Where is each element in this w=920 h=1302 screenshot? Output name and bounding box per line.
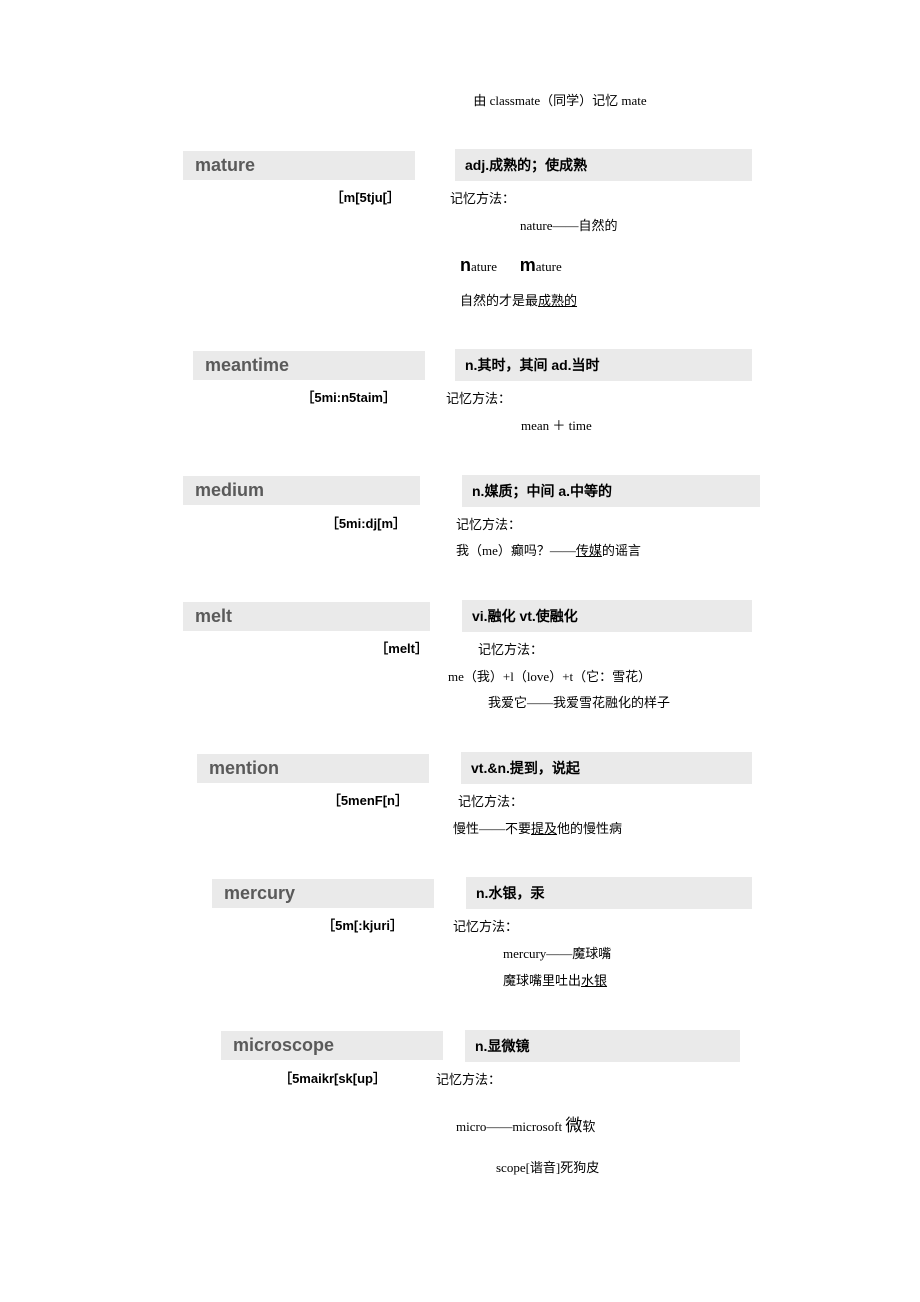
entry-header: mature adj.成熟的；使成熟 — [183, 149, 752, 181]
memory-underline: 提及 — [531, 821, 557, 836]
word-heading: mention — [197, 754, 429, 783]
memory-line: 魔球嘴里吐出水银 — [503, 969, 611, 994]
memory-text: 魔球嘴里吐出 — [503, 973, 581, 988]
vocab-entry: microscope n.显微镜 ［5maikr[sk[up］ 记忆方法： micro—… — [0, 1030, 920, 1182]
pronunciation-row: ［5maikr[sk[up］ 记忆方法： micro——microsoft 微软 sc… — [246, 1068, 920, 1182]
pronunciation-text: ［m[5tju[］ — [260, 187, 400, 313]
memory-line: scope[谐音]死狗皮 — [496, 1156, 599, 1181]
definition-text: n.媒质；中间 a.中等的 — [462, 475, 760, 507]
memory-line: 慢性——不要提及他的慢性病 — [453, 817, 622, 842]
vocab-entry: mediumn.媒质；中间 a.中等的［5mi:dj[m］记忆方法：我（me）癫… — [0, 475, 920, 564]
nature-mature-line: nature mature — [450, 248, 617, 282]
entry-header: mention vt.&n.提到，说起 — [197, 752, 752, 784]
vocab-entry: mentionvt.&n.提到，说起［5menF[n］记忆方法：慢性——不要提及… — [0, 752, 920, 841]
memory-label: 记忆方法： — [436, 1068, 599, 1093]
pronunciation-text: ［5m[:kjuri］ — [263, 915, 403, 993]
spacer — [497, 259, 520, 274]
word-heading: meantime — [193, 351, 425, 380]
page-container: 由 classmate（同学）记忆 mate matureadj.成熟的；使成熟… — [0, 0, 920, 1257]
word-heading: microscope — [221, 1031, 443, 1060]
definition-text: vt.&n.提到，说起 — [461, 752, 752, 784]
memory-label: 记忆方法： — [453, 915, 611, 940]
pronunciation-text: ［5mi:dj[m］ — [266, 513, 406, 564]
memory-line: mercury——魔球嘴 — [503, 942, 611, 967]
vocab-entry: meantimen.其时，其间 ad.当时［5mi:n5taim］记忆方法：me… — [0, 349, 920, 438]
memory-text: 慢性——不要 — [453, 821, 531, 836]
memory-block: 记忆方法：nature——自然的nature mature自然的才是最成熟的 — [400, 187, 617, 313]
memory-label: 记忆方法： — [446, 387, 592, 412]
word-heading: melt — [183, 602, 430, 631]
memory-block: 记忆方法：me（我）+l（love）+t（它：雪花）我爱它——我爱雪花融化的样子 — [428, 638, 670, 716]
entry-header: microscope n.显微镜 — [221, 1030, 740, 1062]
memory-big-char: 微 — [565, 1116, 582, 1135]
big-letter: n — [460, 255, 471, 275]
memory-conclusion: 自然的才是最成熟的 — [460, 289, 617, 314]
entry-header: melt vi.融化 vt.使融化 — [183, 600, 752, 632]
entries-list: matureadj.成熟的；使成熟［m[5tju[］记忆方法：nature——自… — [0, 149, 920, 1181]
entry-header: medium n.媒质；中间 a.中等的 — [183, 475, 760, 507]
intro-text: 由 classmate（同学）记忆 mate — [0, 90, 920, 109]
vocab-entry: mercuryn.水银，汞［5m[:kjuri］记忆方法：mercury——魔球… — [0, 877, 920, 993]
entry-header: mercury n.水银，汞 — [212, 877, 752, 909]
pronunciation-row: ［5mi:n5taim］记忆方法：mean ＋ time — [256, 387, 920, 438]
memory-underline: 水银 — [581, 973, 607, 988]
memory-text: 的谣言 — [602, 543, 641, 558]
vocab-entry: meltvi.融化 vt.使融化［melt］记忆方法：me（我）+l（love）… — [0, 600, 920, 716]
definition-text: vi.融化 vt.使融化 — [462, 600, 752, 632]
big-letter: m — [520, 255, 536, 275]
memory-block: 记忆方法：mercury——魔球嘴魔球嘴里吐出水银 — [403, 915, 611, 993]
pronunciation-row: ［5mi:dj[m］记忆方法：我（me）癫吗？——传媒的谣言 — [266, 513, 920, 564]
pronunciation-row: ［5m[:kjuri］记忆方法：mercury——魔球嘴魔球嘴里吐出水银 — [263, 915, 920, 993]
memory-line: mean ＋ time — [521, 414, 592, 439]
definition-text: n.其时，其间 ad.当时 — [455, 349, 752, 381]
definition-text: adj.成熟的；使成熟 — [455, 149, 752, 181]
pronunciation-text: ［5maikr[sk[up］ — [246, 1068, 386, 1182]
memory-line: nature——自然的 — [520, 214, 617, 239]
memory-block: 记忆方法： micro——microsoft 微软 scope[谐音]死狗皮 — [386, 1068, 599, 1182]
memory-label: 记忆方法： — [456, 513, 641, 538]
memory-block: 记忆方法：mean ＋ time — [396, 387, 592, 438]
entry-header: meantime n.其时，其间 ad.当时 — [193, 349, 752, 381]
memory-block: 记忆方法：我（me）癫吗？——传媒的谣言 — [406, 513, 641, 564]
memory-text: 软 — [582, 1119, 595, 1134]
definition-text: n.水银，汞 — [466, 877, 752, 909]
word-heading: mercury — [212, 879, 434, 908]
memory-text: 我（me）癫吗？—— — [456, 543, 576, 558]
memory-label: 记忆方法： — [458, 790, 622, 815]
memory-underline: 传媒 — [576, 543, 602, 558]
memory-label: 记忆方法： — [450, 187, 617, 212]
memory-text: micro——microsoft — [456, 1119, 565, 1134]
pronunciation-row: ［m[5tju[］记忆方法：nature——自然的nature mature自然… — [260, 187, 920, 313]
pronunciation-text: ［melt］ — [288, 638, 428, 716]
pronunciation-row: ［melt］记忆方法：me（我）+l（love）+t（它：雪花）我爱它——我爱雪… — [288, 638, 920, 716]
memory-line: 我爱它——我爱雪花融化的样子 — [488, 691, 670, 716]
memory-label: 记忆方法： — [478, 638, 670, 663]
pronunciation-text: ［5mi:n5taim］ — [256, 387, 396, 438]
pronunciation-row: ［5menF[n］记忆方法：慢性——不要提及他的慢性病 — [268, 790, 920, 841]
word-heading: medium — [183, 476, 420, 505]
word-tail: ature — [536, 259, 562, 274]
memory-line: me（我）+l（love）+t（它：雪花） — [448, 665, 670, 690]
memory-text: 自然的才是最 — [460, 293, 538, 308]
word-heading: mature — [183, 151, 415, 180]
memory-line: 我（me）癫吗？——传媒的谣言 — [456, 539, 641, 564]
definition-text: n.显微镜 — [465, 1030, 740, 1062]
vocab-entry: matureadj.成熟的；使成熟［m[5tju[］记忆方法：nature——自… — [0, 149, 920, 313]
memory-line: micro——microsoft 微软 — [456, 1110, 599, 1142]
memory-underline: 成熟的 — [538, 293, 577, 308]
word-tail: ature — [471, 259, 497, 274]
pronunciation-text: ［5menF[n］ — [268, 790, 408, 841]
memory-text: 他的慢性病 — [557, 821, 622, 836]
memory-block: 记忆方法：慢性——不要提及他的慢性病 — [408, 790, 622, 841]
